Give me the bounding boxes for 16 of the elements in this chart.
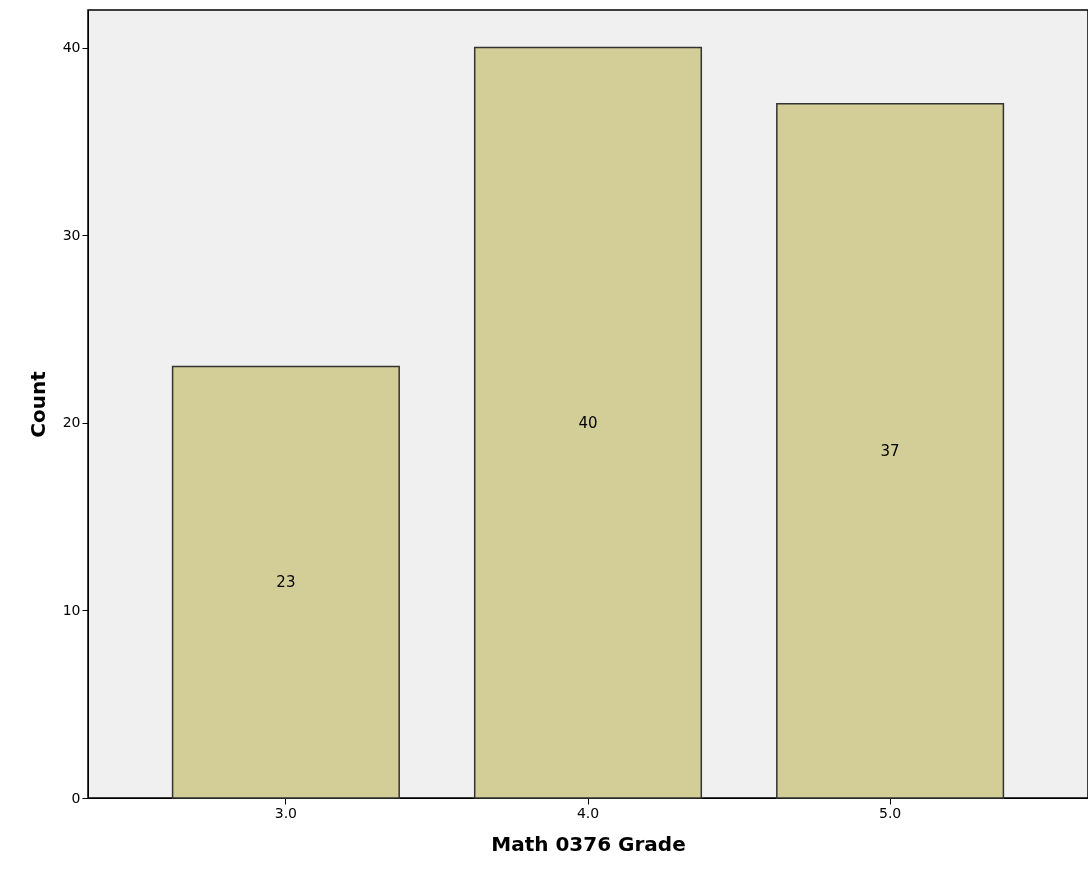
bar <box>776 103 1005 799</box>
bar <box>473 46 703 799</box>
x-tick-label: 5.0 <box>878 804 902 821</box>
x-tick-label: 3.0 <box>274 804 298 821</box>
y-tick-label: 30 <box>62 226 81 243</box>
y-axis-title: Count <box>25 370 50 438</box>
x-axis-title: Math 0376 Grade <box>491 831 686 856</box>
data-label: 37 <box>880 441 900 460</box>
y-tick-label: 20 <box>62 414 81 431</box>
data-label: 23 <box>276 573 296 592</box>
data-label: 40 <box>578 413 598 432</box>
y-tick-label: 0 <box>71 789 81 806</box>
x-tick-label: 4.0 <box>576 804 600 821</box>
y-tick-label: 40 <box>62 39 81 56</box>
y-tick-label: 10 <box>62 601 81 618</box>
bar <box>171 365 400 799</box>
